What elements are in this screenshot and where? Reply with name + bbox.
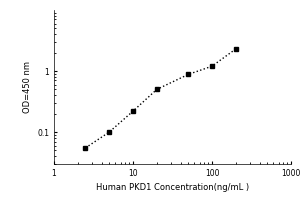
X-axis label: Human PKD1 Concentration(ng/mL ): Human PKD1 Concentration(ng/mL ) <box>96 183 249 192</box>
Y-axis label: OD=450 nm: OD=450 nm <box>22 61 32 113</box>
